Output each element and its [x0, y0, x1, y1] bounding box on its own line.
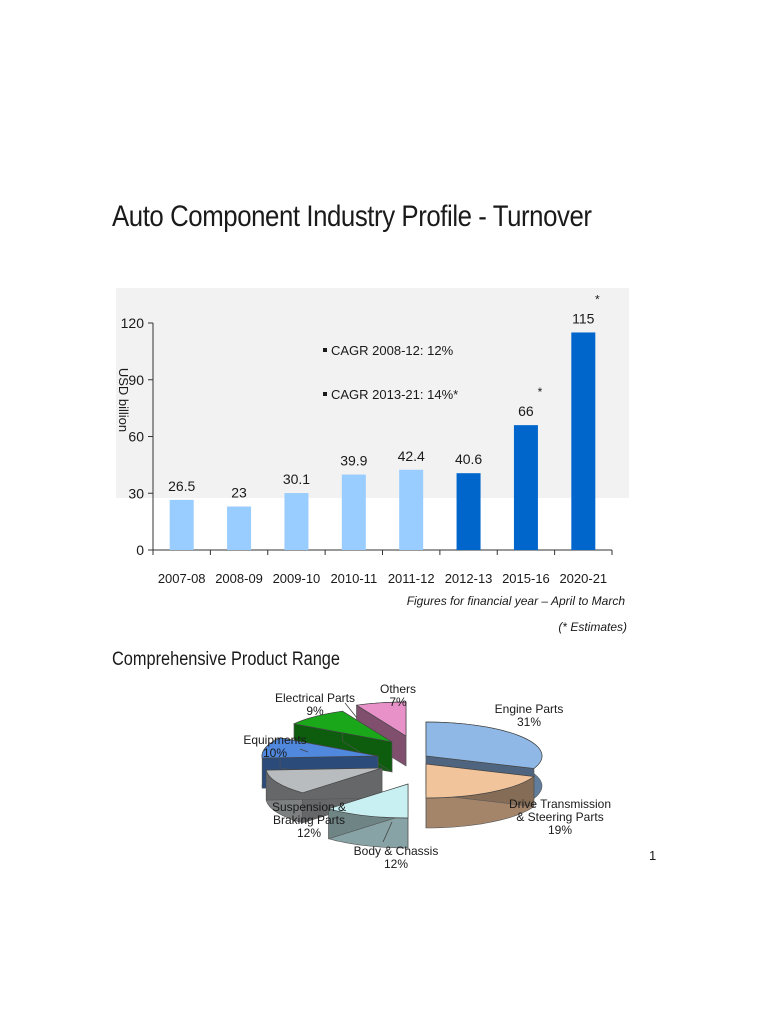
annotation-bullet [323, 392, 327, 396]
bar-value-label: 30.1 [283, 471, 310, 487]
footnote-estimates: (* Estimates) [558, 620, 627, 634]
pie-label-percent: 19% [548, 823, 572, 837]
y-tick-label: 0 [136, 542, 144, 558]
leader-line [299, 748, 309, 753]
y-axis-label: USD billion [116, 368, 131, 432]
pie-label-percent: 12% [384, 857, 408, 871]
bar-value-label: 66 [518, 403, 534, 419]
bar-value-label: 115 [572, 310, 595, 326]
pie-label-percent: 10% [263, 746, 287, 760]
x-tick-label: 2012-13 [445, 571, 493, 586]
pie-label-engine-parts: Engine Parts 31% [495, 702, 564, 729]
y-tick-label: 30 [128, 485, 144, 501]
pie-slice-drive-transmission-steering-parts [425, 763, 535, 799]
x-tick-label: 2011-12 [388, 571, 435, 586]
pie-label-percent: 12% [297, 826, 321, 840]
pie-label-equipments: Equipments 10% [243, 733, 306, 760]
bar-value-label: 23 [231, 484, 247, 500]
page-number: 1 [649, 848, 657, 863]
pie-label-name: Electrical Parts [275, 691, 355, 705]
bar-value-label: 39.9 [340, 453, 367, 469]
section-title: Comprehensive Product Range [112, 649, 340, 670]
chart-panel [116, 288, 629, 498]
pie-label-body-chassis: Body & Chassis 12% [354, 844, 439, 871]
cagr-annotation: CAGR 2008-12: 12% [331, 343, 454, 358]
bar-2012-13 [456, 473, 481, 550]
page-title: Auto Component Industry Profile - Turnov… [112, 200, 592, 233]
pie-label-name: Engine Parts [495, 702, 564, 716]
pie-label-others: Others 7% [380, 682, 416, 709]
bar-2015-16 [513, 425, 538, 550]
bar-2007-08 [169, 499, 194, 550]
pie-slice-others [355, 701, 407, 737]
y-tick-label: 60 [128, 429, 144, 445]
bar-value-label: 26.5 [168, 478, 195, 494]
x-tick-label: 2010-11 [330, 571, 377, 586]
x-tick-label: 2015-16 [502, 571, 550, 586]
bar-2009-10 [284, 493, 309, 550]
pie-label-percent: 9% [306, 704, 324, 718]
pie-label-name: Suspension & [272, 800, 346, 814]
pie-label-name: Braking Parts [273, 813, 345, 827]
x-tick-label: 2020-21 [559, 571, 607, 586]
pie-label-name: & Steering Parts [516, 810, 603, 824]
bar-2011-12 [399, 469, 424, 550]
bar-value-label: 40.6 [455, 451, 482, 467]
y-tick-label: 90 [128, 372, 144, 388]
annotation-bullet [323, 348, 327, 352]
footnote-financial-year: Figures for financial year – April to Ma… [407, 594, 626, 608]
pie-slice-body-chassis [327, 783, 409, 819]
pie-label-name: Equipments [243, 733, 306, 747]
pie-label-percent: 7% [389, 695, 407, 709]
pie-slice-electrical-parts [292, 710, 393, 743]
pie-label-suspension-braking-parts: Suspension & Braking Parts 12% [272, 800, 346, 840]
x-tick-label: 2008-09 [215, 571, 263, 586]
x-tick-label: 2009-10 [273, 571, 321, 586]
x-tick-label: 2007-08 [158, 571, 206, 586]
pie-slice-equipments [261, 737, 379, 759]
pie-label-drive-transmission-steering-parts: Drive Transmission & Steering Parts 19% [509, 797, 611, 837]
pie-label-percent: 31% [517, 715, 541, 729]
leader-line [344, 702, 358, 719]
bar-value-label: 42.4 [398, 448, 425, 464]
leader-line [382, 821, 393, 843]
estimate-mark: * [595, 292, 600, 306]
bar-2008-09 [227, 506, 252, 550]
estimate-mark: * [538, 385, 543, 399]
pie-label-electrical-parts: Electrical Parts 9% [275, 691, 355, 718]
pie-slice-suspension-braking-parts [265, 767, 383, 794]
cagr-annotation: CAGR 2013-21: 14%* [331, 387, 458, 402]
pie-label-name: Others [380, 682, 416, 696]
bar-2020-21 [571, 332, 596, 550]
pie-label-name: Body & Chassis [354, 844, 439, 858]
bar-2010-11 [341, 474, 366, 550]
y-tick-label: 120 [121, 315, 145, 331]
pie-slice-engine-parts [425, 721, 543, 769]
pie-label-name: Drive Transmission [509, 797, 611, 811]
